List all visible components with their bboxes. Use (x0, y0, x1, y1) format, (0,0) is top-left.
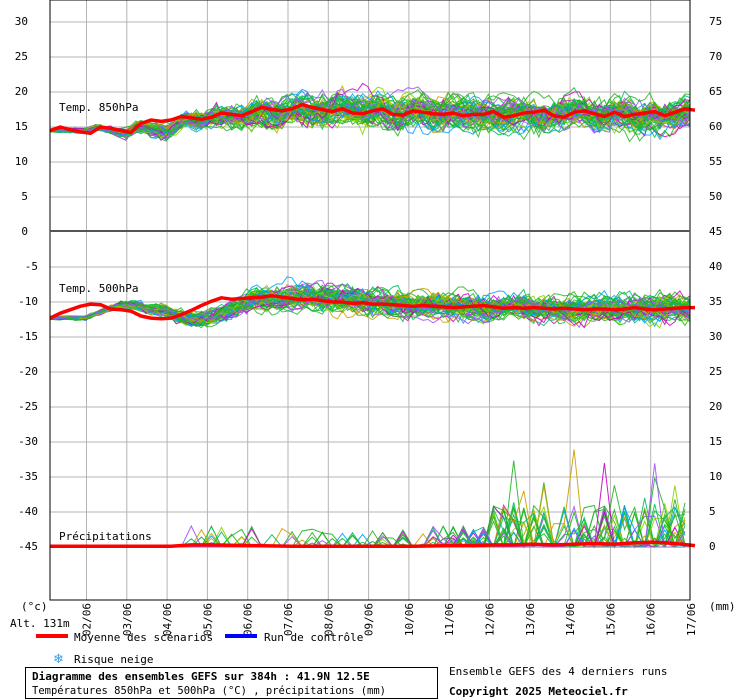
ensemble-chart: 051015202530505560657075-45-40-35-30-25-… (10, 0, 736, 665)
y-tick-label: 25 (15, 50, 28, 63)
y-tick-label-right: 65 (709, 85, 722, 98)
chart-title-box: Diagramme des ensembles GEFS sur 384h : … (25, 667, 438, 699)
ensemble-means (49, 102, 696, 549)
ensemble-members (50, 82, 691, 549)
y-tick-label: 20 (15, 85, 28, 98)
y-tick-label: 15 (15, 120, 28, 133)
ensemble-member-line (50, 291, 691, 325)
y-tick-label-right: 35 (709, 295, 722, 308)
y-tick-label: -35 (18, 470, 38, 483)
left-unit-label: (°c) (21, 600, 48, 613)
legend-mean-swatch (36, 634, 68, 638)
legend-control-label: Run de contrôle (264, 631, 363, 644)
x-tick-label: 08/06 (322, 603, 335, 636)
y-tick-label: -45 (18, 540, 38, 553)
legend: Moyenne des scénarios Run de contrôle ❄ … (36, 631, 363, 665)
legend-snow-label: Risque neige (74, 653, 153, 665)
right-unit-label: (mm) (709, 600, 736, 613)
ensemble-member-line (50, 91, 691, 134)
axis-ticks: 051015202530505560657075-45-40-35-30-25-… (15, 15, 723, 636)
y-tick-label: 0 (21, 225, 28, 238)
y-tick-label: 10 (15, 155, 28, 168)
x-tick-label: 05/06 (201, 603, 214, 636)
y-tick-label-right: 40 (709, 260, 722, 273)
y-tick-label-right: 45 (709, 225, 722, 238)
panel-label-precip: Précipitations (59, 530, 152, 543)
y-tick-label-right: 50 (709, 190, 722, 203)
x-tick-label: 03/06 (121, 603, 134, 636)
y-tick-label-right: 75 (709, 15, 722, 28)
y-tick-label: -20 (18, 365, 38, 378)
chart-subtitle: Températures 850hPa et 500hPa (°C) , pré… (32, 685, 387, 697)
y-tick-label-right: 20 (709, 400, 722, 413)
x-tick-label: 09/06 (363, 603, 376, 636)
mean-series-line-temp500 (49, 293, 695, 321)
x-tick-label: 14/06 (564, 603, 577, 636)
copyright: Copyright 2025 Meteociel.fr (449, 685, 628, 698)
altitude-label: Alt. 131m (10, 617, 70, 630)
ensemble-member-line (50, 94, 691, 138)
y-tick-label: -25 (18, 400, 38, 413)
runs-note: Ensemble GEFS des 4 derniers runs (449, 665, 668, 678)
x-tick-label: 17/06 (685, 603, 698, 636)
panel-label-850: Temp. 850hPa (59, 101, 138, 114)
y-tick-label: -15 (18, 330, 38, 343)
y-tick-label-right: 15 (709, 435, 722, 448)
x-tick-label: 16/06 (645, 603, 658, 636)
y-tick-label-right: 70 (709, 50, 722, 63)
x-tick-label: 04/06 (161, 603, 174, 636)
y-tick-label-right: 10 (709, 470, 722, 483)
x-tick-label: 02/06 (81, 603, 94, 636)
y-tick-label: 30 (15, 15, 28, 28)
x-tick-label: 10/06 (403, 603, 416, 636)
y-tick-label-right: 30 (709, 330, 722, 343)
legend-control-swatch (225, 634, 257, 638)
y-tick-label-right: 55 (709, 155, 722, 168)
y-tick-label: -5 (25, 260, 38, 273)
panel-label-500: Temp. 500hPa (59, 282, 138, 295)
mean-series-line-precip (50, 540, 696, 549)
y-tick-label: -40 (18, 505, 38, 518)
x-tick-label: 13/06 (524, 603, 537, 636)
x-tick-label: 15/06 (604, 603, 617, 636)
y-tick-label-right: 0 (709, 540, 716, 553)
chart-title: Diagramme des ensembles GEFS sur 384h : … (32, 670, 370, 683)
ensemble-member-line (50, 82, 691, 138)
snowflake-icon: ❄ (53, 652, 64, 665)
x-tick-label: 11/06 (443, 603, 456, 636)
ensemble-member-line (50, 291, 691, 321)
ensemble-member-line (50, 284, 691, 327)
y-tick-label: -30 (18, 435, 38, 448)
legend-mean-label: Moyenne des scénarios (74, 631, 213, 644)
mean-series-line-temp850 (49, 102, 696, 136)
x-tick-label: 07/06 (282, 603, 295, 636)
y-tick-label-right: 60 (709, 120, 722, 133)
y-tick-label: -10 (18, 295, 38, 308)
plot-frame (49, 0, 691, 601)
y-tick-label-right: 25 (709, 365, 722, 378)
x-tick-label: 12/06 (484, 603, 497, 636)
y-tick-label-right: 5 (709, 505, 716, 518)
x-tick-label: 06/06 (242, 603, 255, 636)
y-tick-label: 5 (21, 190, 28, 203)
ensemble-member-line (50, 90, 691, 139)
